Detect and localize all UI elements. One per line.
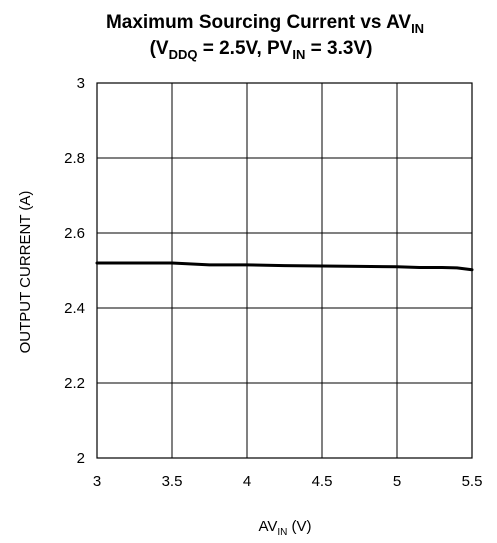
y-tick-label: 2 [77,450,85,467]
x-tick-label: 4 [243,473,251,490]
chart-subtitle-subscript-2: IN [292,47,305,62]
chart-subtitle-close: = 3.3V) [305,38,372,59]
chart-subtitle-open: (V [150,38,169,59]
chart-title-line-2: (VDDQ = 2.5V, PVIN = 3.3V) [150,38,373,62]
x-axis-label-subscript: IN [277,527,287,538]
x-axis-label: AVIN (V) [258,518,311,538]
plot-frame [96,82,473,459]
series-group [95,261,474,272]
chart-title-main: Maximum Sourcing Current vs AV [106,12,411,33]
chart-title-line-1: Maximum Sourcing Current vs AVIN [106,12,424,36]
chart-title-subscript: IN [411,21,424,36]
chart-subtitle-subscript-1: DDQ [169,47,198,62]
x-tick-label: 5.5 [462,473,483,490]
y-tick-label: 2.4 [64,300,85,317]
series-line-0 [95,261,474,272]
grid-lines [96,82,473,459]
y-tick-label: 2.6 [64,225,85,242]
x-axis-label-main: AV [258,518,277,535]
y-tick-labels: 2 2.2 2.4 2.6 2.8 3 [64,75,85,467]
x-tick-label: 3 [93,473,101,490]
chart-subtitle-mid: = 2.5V, PV [197,38,292,59]
y-tick-label: 2.2 [64,375,85,392]
x-tick-label: 5 [393,473,401,490]
y-tick-label: 2.8 [64,150,85,167]
x-tick-labels: 3 3.5 4 4.5 5 5.5 [93,473,483,490]
x-tick-label: 4.5 [312,473,333,490]
y-tick-label: 3 [77,75,85,92]
x-axis-label-unit: (V) [287,518,311,535]
y-axis-label: OUTPUT CURRENT (A) [17,191,34,354]
x-tick-label: 3.5 [162,473,183,490]
